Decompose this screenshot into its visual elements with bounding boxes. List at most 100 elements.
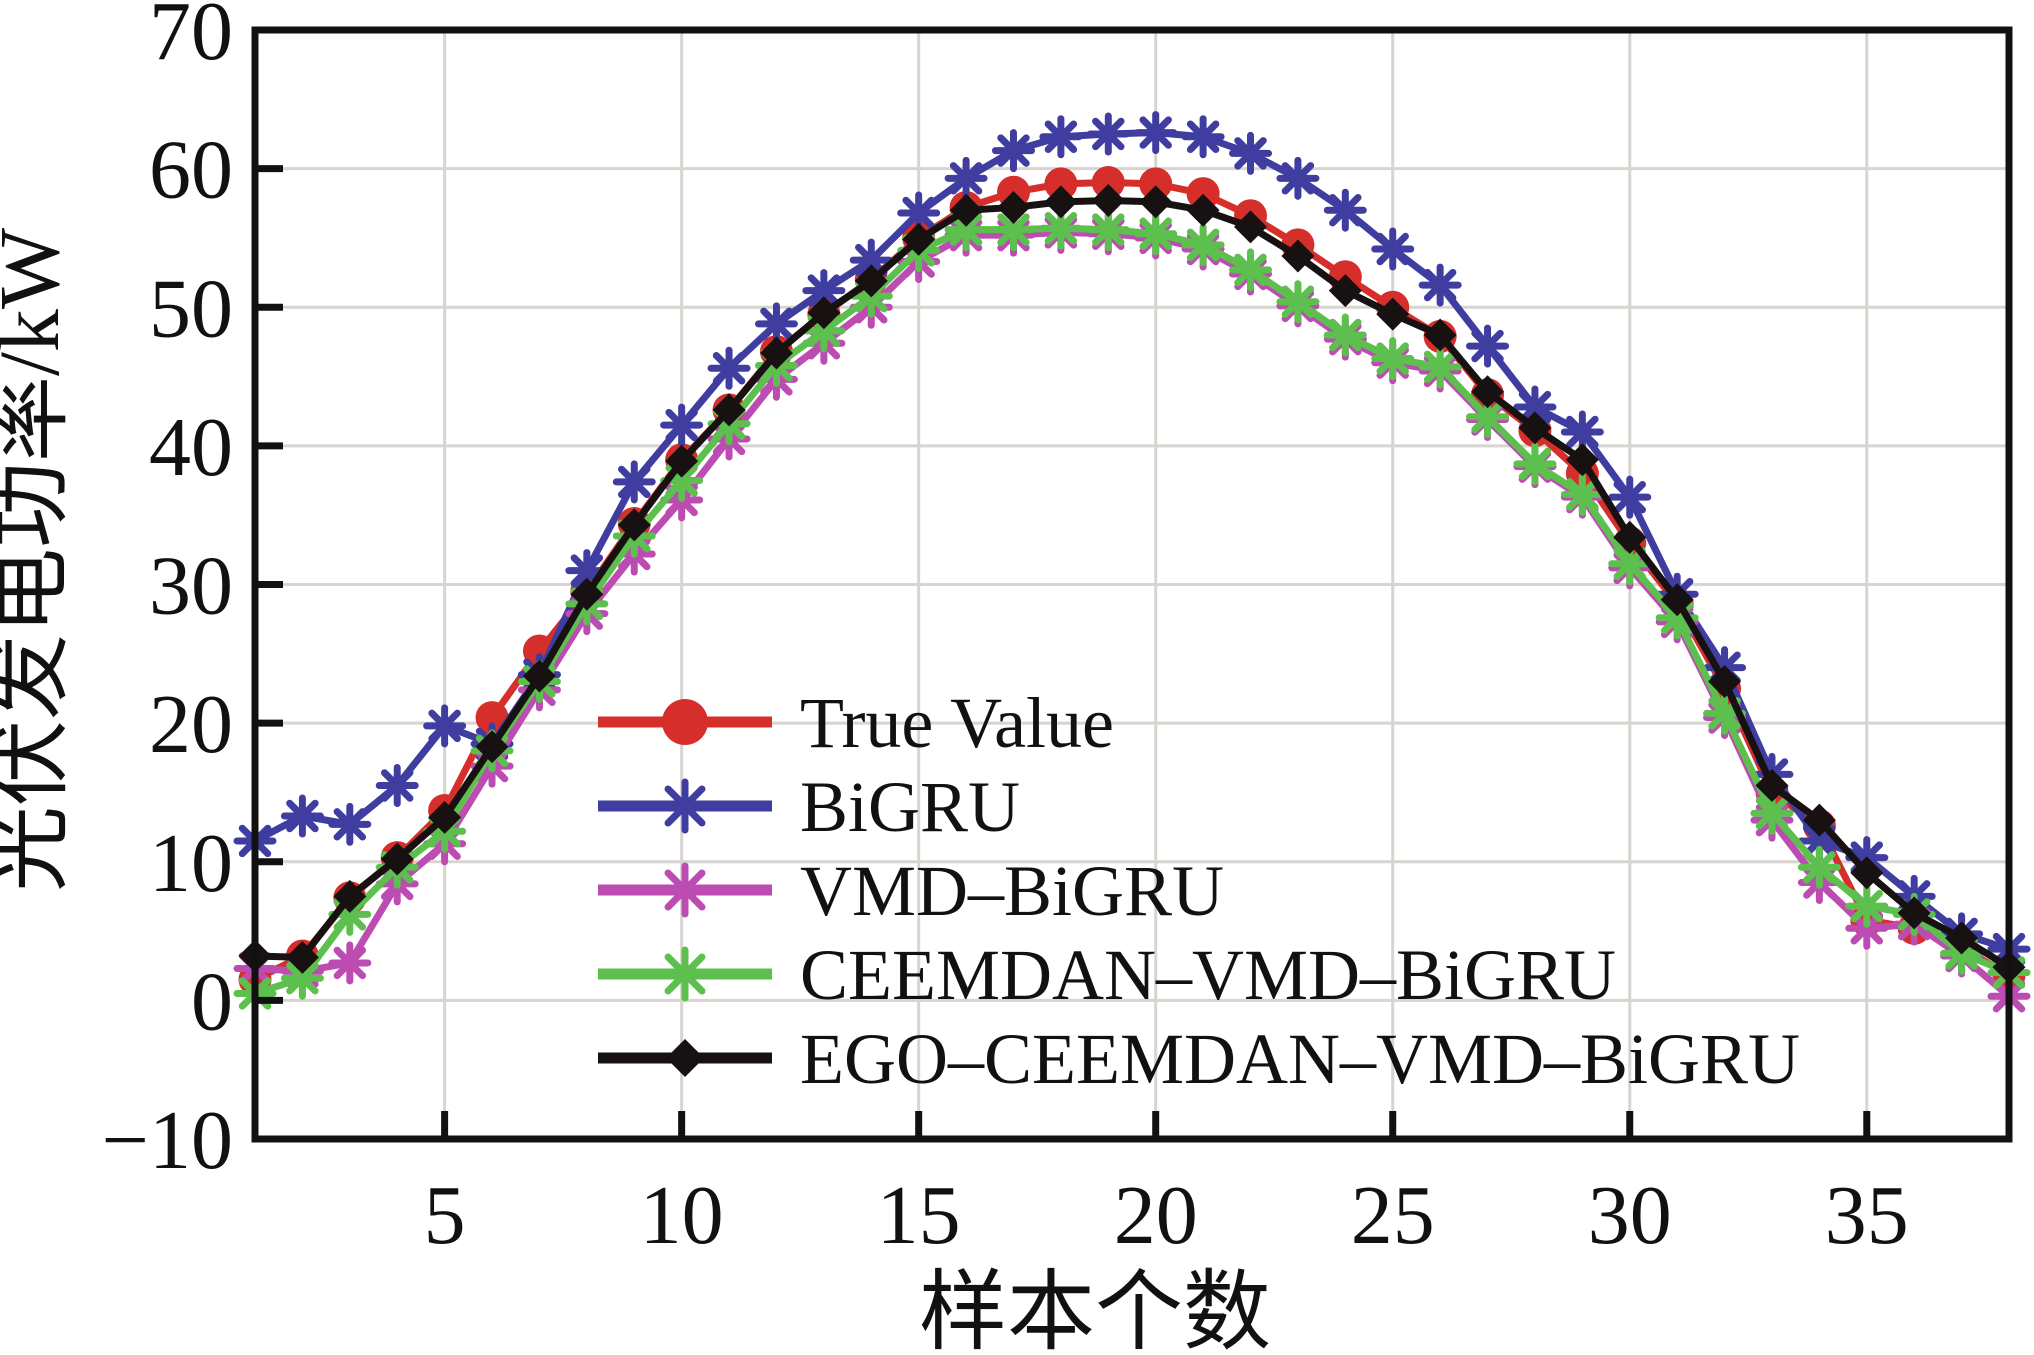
marker-diamond <box>1755 769 1789 803</box>
marker-diamond <box>1708 665 1742 699</box>
marker-asterisk <box>991 129 1035 173</box>
marker-diamond <box>617 508 651 542</box>
marker-diamond <box>570 577 604 611</box>
marker-asterisk <box>1039 115 1083 159</box>
marker-diamond <box>1945 921 1979 955</box>
marker-diamond <box>380 842 414 876</box>
series-line <box>254 197 2011 971</box>
marker-asterisk <box>1466 324 1510 368</box>
marker-asterisk <box>657 778 713 834</box>
y-tick-label--10: −10 <box>102 1094 233 1187</box>
legend-item-ego-ceemdan-vmd-bigru: EGO–CEEMDAN–VMD–BiGRU <box>598 1019 1800 1099</box>
x-tick-label-10: 10 <box>640 1169 724 1262</box>
marker-asterisk <box>1086 112 1130 156</box>
marker-diamond <box>666 1039 704 1077</box>
y-tick-label-0: 0 <box>191 955 233 1048</box>
marker-asterisk <box>1181 223 1225 267</box>
legend-item-bigru: BiGRU <box>598 767 1020 847</box>
marker-circle <box>662 699 708 745</box>
marker-asterisk <box>754 302 798 346</box>
marker-asterisk <box>1608 475 1652 519</box>
y-tick-label-60: 60 <box>149 124 233 217</box>
marker-diamond <box>1613 520 1647 554</box>
series-bigru <box>233 111 2031 971</box>
marker-asterisk <box>1134 212 1178 256</box>
marker-asterisk <box>657 946 713 1002</box>
marker-circle <box>1186 177 1220 211</box>
marker-diamond <box>1281 239 1315 273</box>
marker-asterisk <box>660 403 704 447</box>
marker-asterisk <box>1797 845 1841 889</box>
y-tick-label-70: 70 <box>149 0 233 78</box>
marker-circle <box>1139 167 1173 201</box>
marker-diamond <box>1802 803 1836 837</box>
marker-diamond <box>1091 184 1125 218</box>
marker-asterisk <box>1750 791 1794 835</box>
y-tick-label-40: 40 <box>149 401 233 494</box>
marker-diamond <box>712 393 746 427</box>
marker-diamond <box>333 879 367 913</box>
marker-diamond <box>854 264 888 298</box>
legend-item-ceemdan-vmd-bigru: CEEMDAN–VMD–BiGRU <box>598 935 1616 1015</box>
marker-asterisk <box>944 208 988 252</box>
x-tick-label-15: 15 <box>877 1169 961 1262</box>
marker-diamond <box>1234 210 1268 244</box>
marker-asterisk <box>1371 337 1415 381</box>
x-tick-label-35: 35 <box>1825 1169 1909 1262</box>
marker-asterisk <box>1323 188 1367 232</box>
marker-asterisk <box>1560 472 1604 516</box>
y-tick-label-20: 20 <box>149 678 233 771</box>
marker-asterisk <box>657 862 713 918</box>
marker-diamond <box>1423 318 1457 352</box>
series-ego-ceemdan-vmd-bigru <box>238 184 2026 984</box>
x-tick-label-5: 5 <box>424 1169 466 1262</box>
marker-asterisk <box>1845 884 1889 928</box>
marker-asterisk <box>1323 313 1367 357</box>
marker-diamond <box>1850 856 1884 890</box>
marker-asterisk <box>1513 385 1557 429</box>
marker-asterisk <box>1229 248 1273 292</box>
tick-labels: 5 10 15 20 25 30 35 −10 0 10 20 30 40 50 60 70 <box>102 0 1909 1262</box>
marker-diamond <box>1471 375 1505 409</box>
x-tick-label-25: 25 <box>1351 1169 1435 1262</box>
legend-label: VMD–BiGRU <box>800 851 1224 931</box>
legend-label: EGO–CEEMDAN–VMD–BiGRU <box>800 1019 1800 1099</box>
marker-asterisk <box>328 802 372 846</box>
marker-asterisk <box>1276 156 1320 200</box>
marker-diamond <box>665 444 699 478</box>
legend: True ValueBiGRUVMD–BiGRUCEEMDAN–VMD–BiGR… <box>598 683 1800 1099</box>
legend-label: True Value <box>800 683 1114 763</box>
marker-diamond <box>285 940 319 974</box>
marker-diamond <box>807 296 841 330</box>
marker-asterisk <box>1371 227 1415 271</box>
marker-asterisk <box>1418 263 1462 307</box>
legend-item-vmd-bigru: VMD–BiGRU <box>598 851 1224 931</box>
marker-asterisk <box>1086 208 1130 252</box>
axes <box>251 26 2013 1143</box>
y-tick-label-30: 30 <box>149 540 233 633</box>
marker-asterisk <box>328 941 372 985</box>
marker-diamond <box>949 193 983 227</box>
y-tick-label-50: 50 <box>149 262 233 355</box>
marker-asterisk <box>612 460 656 504</box>
legend-label: BiGRU <box>800 767 1020 847</box>
marker-diamond <box>1565 443 1599 477</box>
legend-label: CEEMDAN–VMD–BiGRU <box>800 935 1616 1015</box>
y-tick-label-10: 10 <box>149 817 233 910</box>
x-tick-label-30: 30 <box>1588 1169 1672 1262</box>
marker-diamond <box>1518 411 1552 445</box>
y-axis-label: 光伏发电功率/kW <box>0 228 77 892</box>
marker-circle <box>1091 165 1125 199</box>
marker-asterisk <box>1513 442 1557 486</box>
marker-asterisk <box>280 794 324 838</box>
marker-asterisk <box>1466 395 1510 439</box>
marker-asterisk <box>944 156 988 200</box>
marker-diamond <box>1897 896 1931 930</box>
marker-diamond <box>428 800 462 834</box>
marker-diamond <box>902 222 936 256</box>
marker-diamond <box>1186 193 1220 227</box>
marker-diamond <box>1044 185 1078 219</box>
marker-diamond <box>996 190 1030 224</box>
